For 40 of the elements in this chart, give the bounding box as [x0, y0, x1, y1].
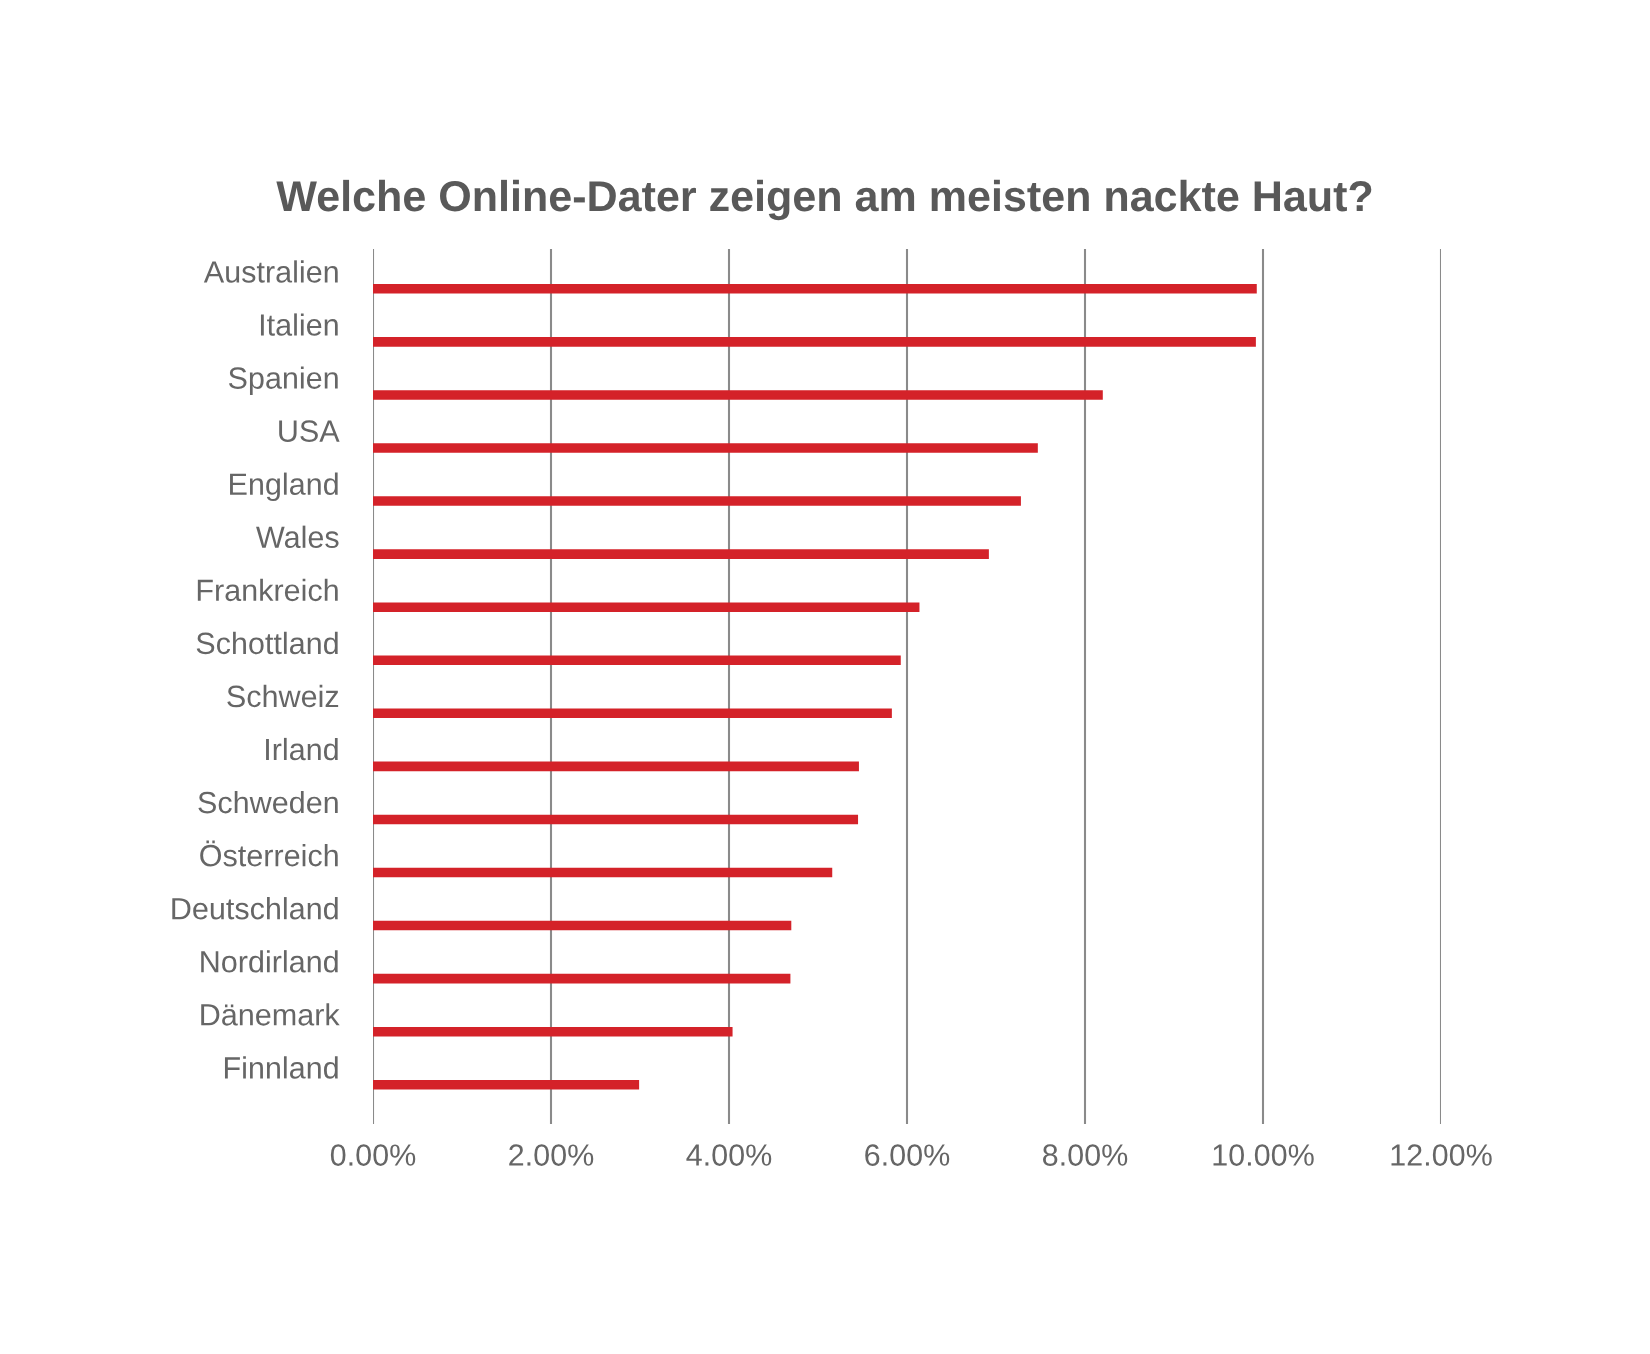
- y-tick-label: Schweiz: [227, 684, 339, 708]
- bar: [373, 496, 1021, 506]
- bar: [373, 602, 920, 612]
- x-tick-label: 6.00%: [865, 1144, 950, 1166]
- x-tick-label: 2.00%: [509, 1144, 594, 1166]
- bar: [373, 337, 1256, 347]
- bar: [373, 390, 1103, 400]
- y-tick-label: England: [230, 472, 338, 502]
- y-tick-label: Deutschland: [172, 897, 338, 920]
- y-tick-label: Australien: [203, 260, 338, 283]
- bar: [373, 284, 1257, 294]
- y-tick-label: Finnland: [224, 1056, 338, 1079]
- y-tick-label: USA: [279, 420, 340, 442]
- bar: [373, 708, 892, 719]
- bar: [373, 814, 859, 825]
- bar: [373, 920, 792, 931]
- bar: [373, 655, 901, 666]
- bar: [373, 761, 859, 772]
- y-tick-label: Italien: [260, 313, 338, 336]
- y-tick-label: Nordirland: [201, 950, 338, 973]
- x-tick-label: 8.00%: [1043, 1144, 1128, 1166]
- y-tick-label: Schweden: [198, 790, 338, 814]
- bar: [373, 973, 791, 984]
- x-tick-label: 4.00%: [686, 1144, 772, 1166]
- y-tick-label: Österreich: [200, 840, 338, 867]
- y-tick-label: Irland: [266, 737, 338, 761]
- bar: [373, 443, 1038, 453]
- bar: [373, 1079, 640, 1090]
- bar: [373, 1026, 733, 1037]
- x-tick-label: 12.00%: [1391, 1144, 1492, 1166]
- y-tick-label: Spanien: [228, 366, 338, 395]
- y-tick-label: Schottland: [196, 631, 338, 655]
- x-tick-label: 0.00%: [330, 1144, 416, 1166]
- y-tick-label: Dänemark: [201, 1003, 340, 1026]
- y-tick-label: Frankreich: [197, 578, 338, 602]
- bar: [373, 549, 989, 559]
- bar: [373, 867, 833, 878]
- y-tick-label: Wales: [256, 525, 339, 549]
- x-tick-label: 10.00%: [1213, 1144, 1314, 1166]
- chart-title: Welche Online-Dater zeigen am meisten nackte Haut?: [276, 179, 1372, 221]
